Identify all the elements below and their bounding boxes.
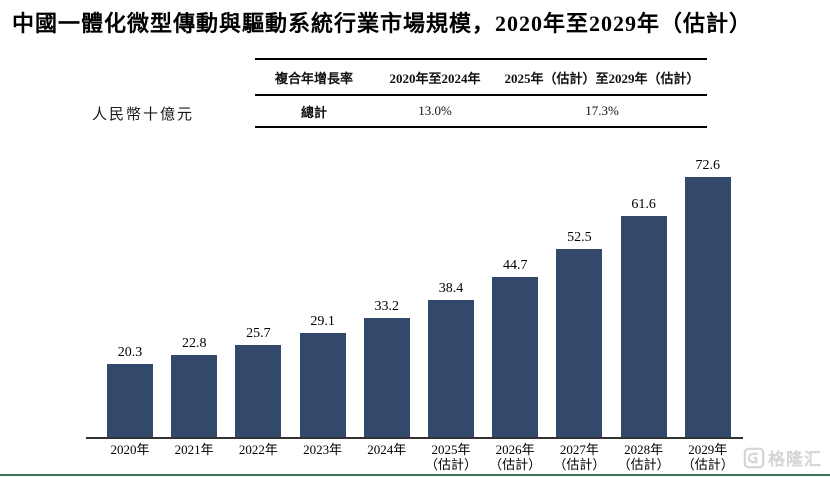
bar-value-label: 38.4 — [438, 280, 464, 296]
bar — [556, 249, 603, 437]
cagr-row-label: 總計 — [300, 104, 327, 120]
cagr-table-data-row: 總計 13.0% 17.3% — [255, 96, 707, 126]
bar-value-label: 20.3 — [117, 345, 143, 361]
x-axis-line — [86, 437, 743, 439]
bar-group: 72.6 — [684, 158, 731, 437]
bar — [684, 177, 731, 437]
cagr-header-2025-2029: 2025年（估計）至2029年（估計） — [504, 70, 700, 86]
cagr-table-header-row: 複合年增長率 2020年至2024年 2025年（估計）至2029年（估計） — [255, 60, 707, 96]
cagr-header-metric: 複合年增長率 — [274, 70, 353, 86]
x-axis-category-label: 2026年 （估計） — [489, 442, 542, 472]
bar — [363, 318, 410, 437]
bar — [107, 364, 153, 437]
gelonghui-logo-icon — [743, 447, 765, 468]
bar-value-label: 33.2 — [374, 299, 400, 315]
bar-value-label: 29.1 — [310, 313, 335, 329]
bar — [299, 332, 346, 437]
bar-group: 25.7 — [235, 326, 282, 437]
x-axis-category-label: 2028年 （估計） — [617, 442, 670, 472]
page-title: 中國一體化微型傳動與驅動系統行業市場規模，2020年至2029年（估計） — [12, 11, 753, 36]
bar — [620, 216, 667, 437]
y-axis-unit-label: 人民幣十億元 — [92, 107, 195, 123]
bar-value-label: 72.6 — [695, 158, 721, 173]
bar-value-label: 44.7 — [502, 257, 528, 273]
x-axis-category-label: 2020年 — [110, 442, 150, 457]
bar — [235, 345, 282, 437]
bar-group: 52.5 — [556, 230, 603, 437]
bottom-divider-line — [0, 474, 830, 476]
watermark: 格隆汇 — [743, 445, 822, 470]
bar-value-label: 61.6 — [631, 197, 656, 213]
bar — [428, 299, 474, 437]
bar-group: 33.2 — [363, 299, 410, 437]
x-axis-category-label: 2022年 — [238, 442, 278, 457]
bar-group: 22.8 — [171, 336, 218, 437]
x-axis-category-label: 2029年 （估計） — [681, 442, 734, 472]
bar-group: 44.7 — [492, 257, 539, 437]
cagr-value-2020-2024: 13.0% — [418, 103, 452, 118]
bar-group: 38.4 — [428, 280, 474, 437]
x-axis-category-label: 2025年 （估計） — [424, 442, 477, 472]
cagr-header-2020-2024: 2020年至2024年 — [389, 70, 481, 86]
x-axis-labels: 2020年 2021年 2022年 2023年 2024年 2025年 （估計） 2026年（… — [86, 442, 743, 476]
cagr-table: 複合年增長率 2020年至2024年 2025年（估計）至2029年（估計） 總… — [255, 58, 707, 128]
bar-group: 29.1 — [299, 313, 346, 437]
bar-chart: 20.3 22.8 25.7 29.1 33.2 38.4 44.7 52.5 61.6 72.6 — [86, 158, 743, 437]
x-axis-category-label: 2027年 （估計） — [553, 442, 606, 472]
bar — [492, 276, 539, 437]
bar — [171, 355, 218, 437]
cagr-value-2025-2029: 17.3% — [585, 103, 619, 118]
x-axis-category-label: 2024年 — [367, 442, 407, 457]
bar-value-label: 52.5 — [567, 230, 592, 245]
x-axis-category-label: 2021年 — [174, 442, 214, 457]
bar-group: 20.3 — [107, 345, 153, 437]
bar-group: 61.6 — [620, 197, 667, 437]
bar-value-label: 25.7 — [246, 326, 271, 341]
bar-value-label: 22.8 — [181, 336, 207, 352]
watermark-text: 格隆汇 — [768, 450, 822, 469]
x-axis-category-label: 2023年 — [303, 442, 343, 457]
